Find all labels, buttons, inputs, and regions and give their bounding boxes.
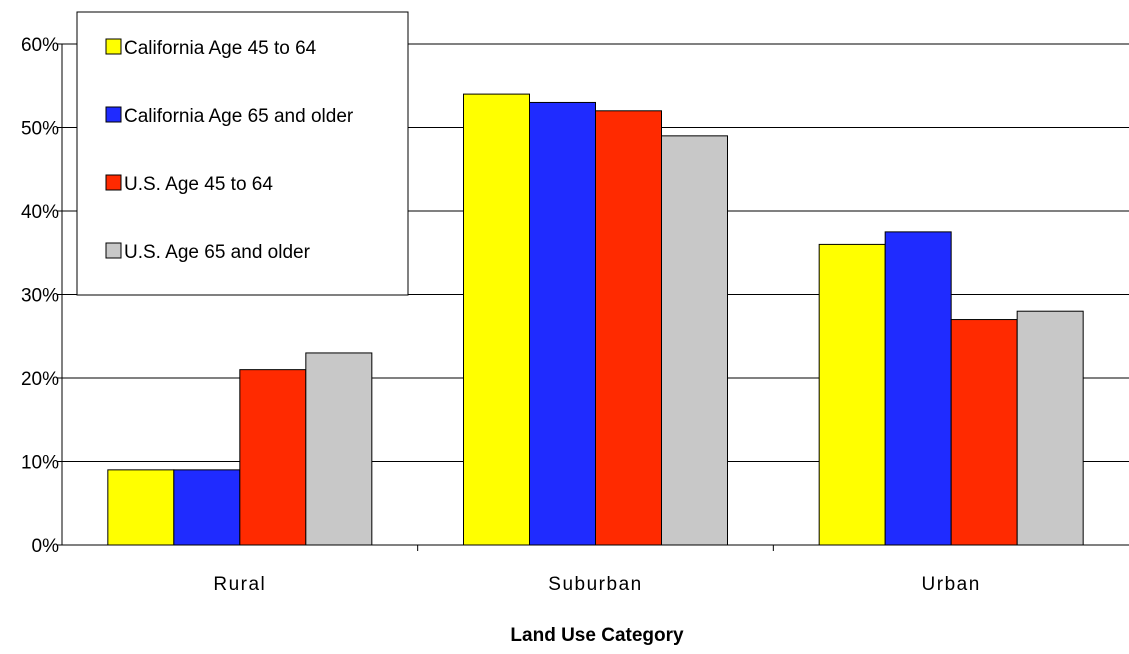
bar (239, 369, 307, 546)
x-category-label: Suburban (548, 574, 642, 595)
legend: California Age 45 to 64 California Age 65… (76, 11, 409, 296)
legend-label: California Age 65 and older (124, 106, 354, 127)
bar (595, 110, 662, 546)
legend-swatch (105, 38, 122, 55)
legend-label: California Age 45 to 64 (124, 38, 317, 59)
y-tick-label: 10% (21, 453, 59, 474)
legend-swatch (105, 174, 122, 191)
y-tick-label: 20% (21, 369, 59, 390)
bar (884, 231, 952, 546)
x-axis-title: Land Use Category (510, 625, 684, 646)
legend-swatch (105, 106, 122, 123)
bar (1016, 310, 1084, 546)
bar (305, 352, 373, 546)
legend-swatch (105, 242, 122, 259)
bar (463, 93, 530, 546)
x-axis-category-labels: Rural Suburban Urban (213, 574, 981, 595)
y-tick-label: 0% (32, 536, 60, 557)
bar (173, 469, 241, 546)
legend-box (76, 11, 409, 296)
x-category-label: Rural (213, 574, 266, 595)
bar (818, 243, 886, 546)
bar (529, 101, 596, 546)
y-axis-tick-labels: 0% 10% 20% 30% 40% 50% 60% (21, 35, 62, 557)
legend-label: U.S. Age 65 and older (124, 242, 311, 263)
y-tick-label: 40% (21, 202, 59, 223)
x-axis-ticks (417, 545, 774, 551)
bar (661, 135, 728, 546)
x-category-label: Urban (922, 574, 981, 595)
bar (950, 319, 1018, 546)
legend-label: U.S. Age 45 to 64 (124, 174, 273, 195)
y-tick-label: 60% (21, 35, 59, 56)
y-tick-label: 30% (21, 286, 59, 307)
bars (107, 93, 1084, 546)
y-tick-label: 50% (21, 119, 59, 140)
bar (107, 469, 175, 546)
